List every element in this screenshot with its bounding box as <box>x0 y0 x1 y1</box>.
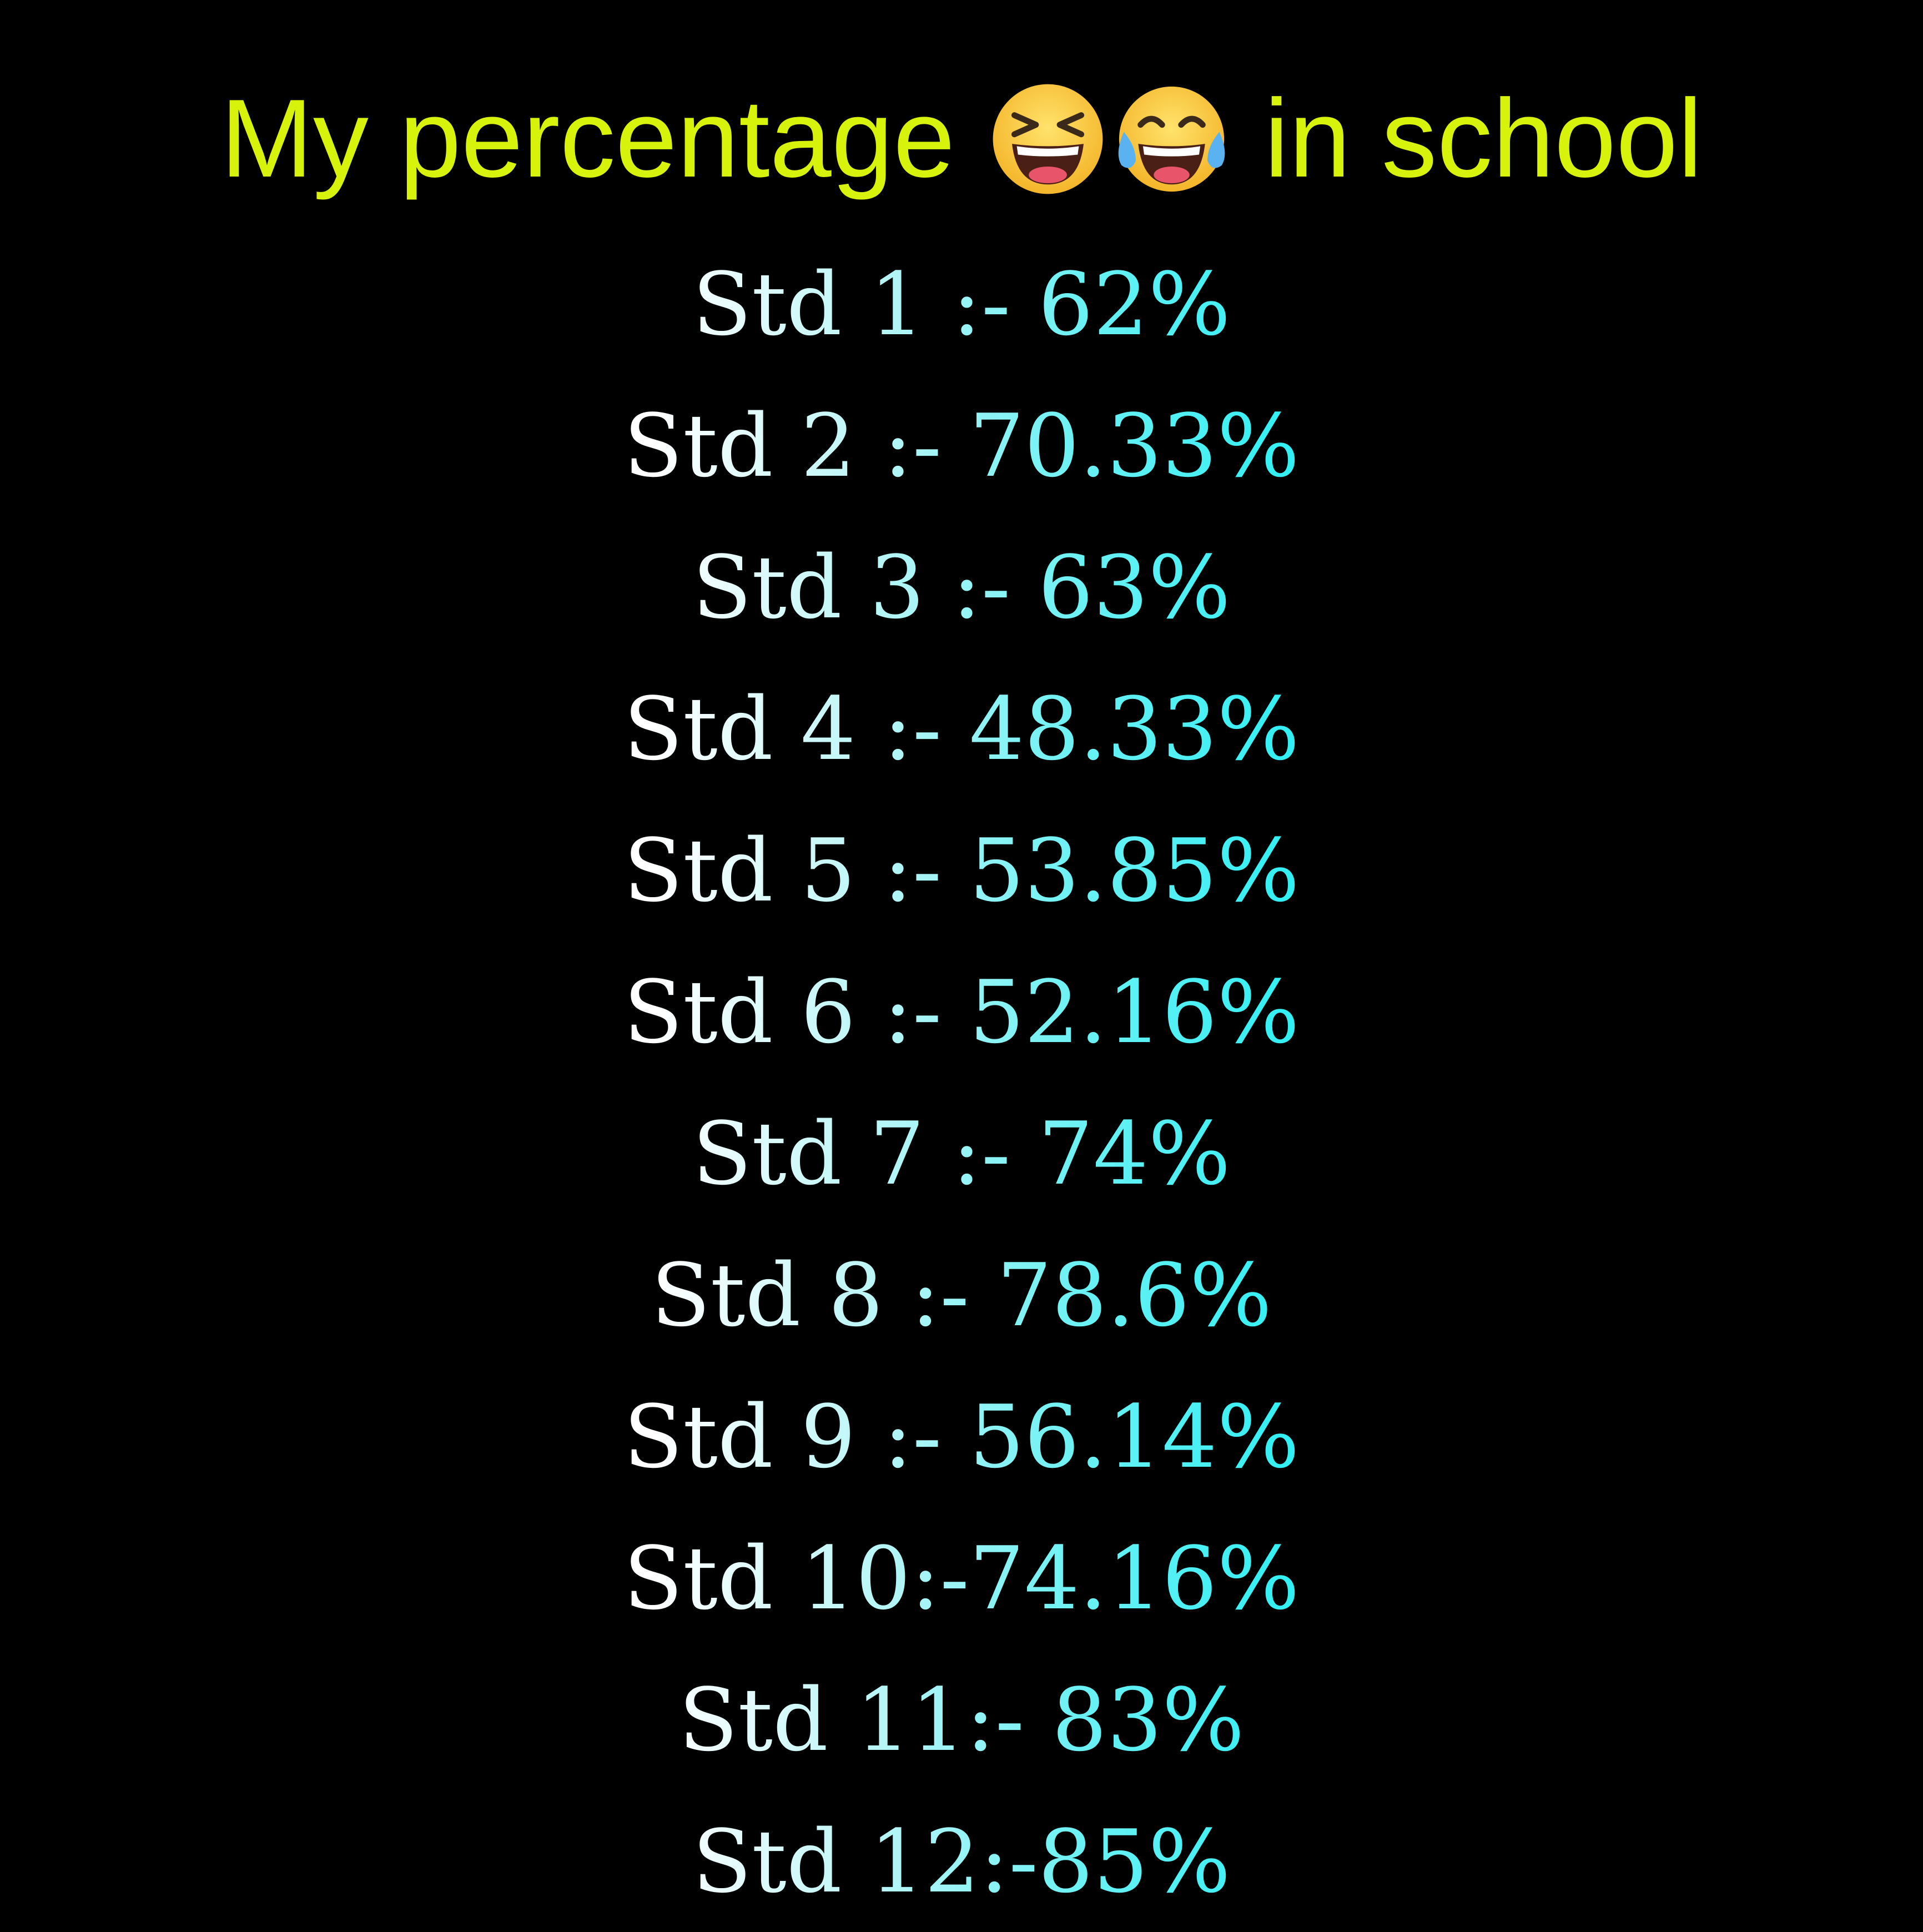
list-item: Std 3 :- 63% <box>0 516 1923 658</box>
list-item: Std 2 :- 70.33% <box>0 375 1923 516</box>
list-item: Std 10:-74.16% <box>0 1507 1923 1649</box>
list-item: Std 8 :- 78.6% <box>0 1224 1923 1366</box>
page-title: My percentage in school <box>0 72 1923 205</box>
tears-of-joy-face-icon <box>1118 86 1225 192</box>
laughing-face-icon <box>993 84 1103 194</box>
title-prefix: My percentage <box>220 77 955 200</box>
list-item: Std 4 :- 48.33% <box>0 658 1923 799</box>
title-suffix: in school <box>1264 77 1703 200</box>
list-item: Std 9 :- 56.14% <box>0 1366 1923 1507</box>
list-item: Std 12:-85% <box>0 1790 1923 1932</box>
list-item: Std 11:- 83% <box>0 1649 1923 1790</box>
list-item: Std 5 :- 53.85% <box>0 799 1923 941</box>
list-item: Std 7 :- 74% <box>0 1083 1923 1224</box>
percentage-list: Std 1 :- 62% Std 2 :- 70.33% Std 3 :- 63… <box>0 233 1923 1932</box>
list-item: Std 6 :- 52.16% <box>0 941 1923 1083</box>
list-item: Std 1 :- 62% <box>0 233 1923 375</box>
